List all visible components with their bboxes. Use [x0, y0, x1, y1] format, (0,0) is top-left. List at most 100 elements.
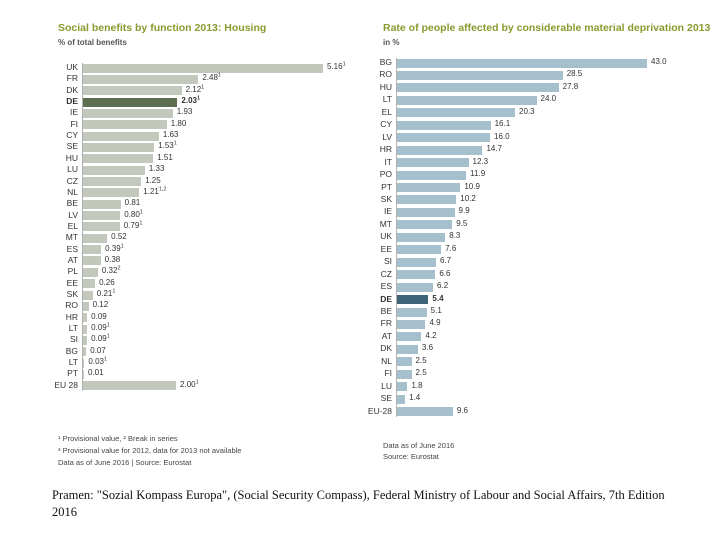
bar [397, 108, 516, 118]
value-label: 28.5 [567, 69, 583, 78]
value-number: 1.25 [145, 175, 161, 185]
value-number: 11.9 [470, 169, 486, 179]
bar [83, 177, 142, 186]
bar [83, 381, 177, 391]
value-number: 10.9 [464, 181, 480, 191]
value-label: 1.93 [177, 107, 193, 116]
bar [83, 256, 101, 266]
value-label: 4.2 [425, 331, 436, 340]
source-caption: Pramen: "Sozial Kompass Europa", (Social… [52, 488, 665, 519]
bar [83, 131, 159, 141]
category-label: CY [66, 130, 78, 141]
value-number: 8.3 [449, 231, 461, 241]
value-label: 43.0 [651, 57, 667, 66]
category-label: PL [67, 266, 78, 277]
footnote-mark: 2 [117, 265, 121, 272]
bar [83, 313, 88, 323]
bar [397, 145, 483, 155]
value-number: 14.7 [486, 144, 503, 154]
value-number: 1.93 [176, 107, 193, 117]
bar [83, 233, 108, 243]
chart-axis-line [82, 63, 83, 391]
value-label: 1.8 [411, 381, 422, 390]
bar [397, 58, 647, 68]
category-label: AT [67, 254, 78, 265]
value-label: 9.9 [459, 206, 470, 215]
value-label: 0.091 [91, 323, 110, 332]
value-label: 0.12 [93, 300, 109, 309]
value-label: 10.2 [460, 194, 476, 203]
value-label: 1.25 [145, 176, 161, 185]
value-number: 4.2 [425, 330, 437, 340]
value-number: 6.2 [437, 281, 449, 291]
category-label: PT [381, 181, 392, 192]
value-label: 0.09 [91, 312, 107, 321]
category-label: EE [66, 277, 78, 288]
value-label: 6.7 [440, 256, 451, 265]
value-label: 5.4 [432, 294, 443, 303]
value-label: 0.07 [90, 346, 106, 355]
bar [83, 279, 96, 289]
value-label: 0.81 [125, 198, 141, 207]
category-label: BE [380, 306, 392, 316]
value-label: 1.80 [171, 119, 187, 128]
value-number: 0.79 [123, 220, 140, 230]
bar [397, 295, 429, 305]
bar [397, 170, 467, 180]
value-number: 0.38 [104, 254, 121, 264]
right-footnote-1: Data as of June 2016 [383, 441, 455, 450]
category-label: CZ [66, 175, 78, 186]
left-footnote-3: Data as of June 2016 | Source: Eurostat [58, 458, 192, 467]
value-number: 4.9 [429, 318, 441, 328]
bar [83, 199, 121, 209]
value-number: 0.01 [88, 368, 104, 378]
value-number: 0.26 [99, 277, 115, 287]
bar [83, 245, 102, 255]
value-number: 0.80 [124, 209, 140, 219]
bar [397, 407, 453, 417]
footnote-mark: 1 [103, 356, 108, 363]
bar [397, 207, 455, 217]
category-label: SE [66, 141, 78, 152]
category-label: ES [380, 281, 392, 292]
value-number: 0.52 [111, 232, 127, 242]
value-number: 24.0 [540, 94, 557, 104]
value-number: 16.0 [494, 131, 510, 141]
bar [397, 95, 537, 105]
bar [83, 324, 88, 334]
bar [83, 267, 98, 277]
bar [83, 369, 84, 379]
bar [83, 211, 121, 221]
value-label: 10.9 [464, 182, 480, 191]
value-label: 5.161 [327, 62, 346, 71]
bar [83, 188, 140, 198]
right-chart-subtitle: in % [383, 38, 400, 47]
value-number: 9.6 [456, 405, 468, 415]
footnote-mark: 1 [120, 242, 124, 249]
value-number: 1.4 [409, 393, 421, 403]
bar [397, 83, 559, 93]
value-number: 0.09 [91, 334, 107, 344]
category-label: IE [383, 206, 392, 217]
bar [397, 332, 422, 342]
category-label: DK [380, 343, 392, 354]
bar [397, 369, 412, 379]
value-number: 5.16 [327, 62, 343, 71]
category-label: SK [66, 289, 78, 299]
value-label: 2.001 [180, 379, 199, 388]
category-label: EL [381, 106, 392, 117]
value-number: 2.12 [185, 84, 202, 94]
category-label: EE [380, 243, 392, 254]
value-number: 12.3 [472, 156, 489, 166]
category-label: SI [383, 256, 392, 267]
footnote-mark: 1 [139, 220, 143, 227]
value-number: 20.3 [519, 106, 535, 116]
value-number: 0.09 [91, 323, 107, 333]
category-label: UK [66, 62, 78, 72]
category-label: LV [68, 209, 78, 220]
bar [83, 335, 88, 345]
value-label: 20.3 [519, 107, 535, 116]
category-label: FR [380, 318, 392, 329]
footnote-mark: 1 [106, 333, 110, 340]
footnote-mark: 1 [195, 379, 199, 386]
